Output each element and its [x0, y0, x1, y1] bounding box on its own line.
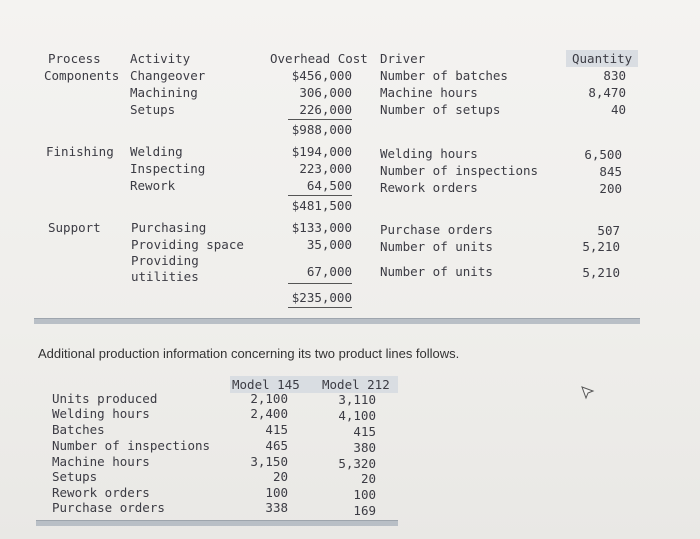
- total-support: $235,000: [291, 290, 352, 305]
- t2-m212-inspections: 380: [353, 440, 376, 455]
- total-components: $988,000: [291, 122, 352, 137]
- qty-rework-orders: 200: [599, 181, 622, 196]
- underline-support: [288, 283, 352, 284]
- t2-m212-purchase-orders: 169: [353, 503, 376, 518]
- t2-m145-setups: 20: [272, 469, 288, 484]
- activity-inspecting: Inspecting: [130, 161, 206, 176]
- t2-m145-units-produced: 2,100: [250, 391, 288, 406]
- t2-label-machine-hours: Machine hours: [52, 454, 150, 469]
- t2-m212-setups: 20: [360, 471, 376, 486]
- t2-label-inspections: Number of inspections: [52, 438, 211, 453]
- driver-purchase-orders: Purchase orders: [380, 222, 493, 237]
- header-quantity: Quantity: [572, 51, 633, 66]
- t2-m145-purchase-orders: 338: [265, 500, 288, 515]
- qty-setups: 40: [610, 102, 626, 117]
- cost-providing-space: 35,000: [306, 237, 352, 252]
- t2-label-batches: Batches: [52, 422, 105, 437]
- activity-providing-space: Providing space: [131, 237, 244, 252]
- t2-m145-welding-hours: 2,400: [250, 406, 288, 421]
- process-finishing: Finishing: [46, 144, 114, 159]
- driver-rework-orders: Rework orders: [380, 180, 478, 195]
- quantity-header-bg: [566, 50, 638, 67]
- header-overhead-cost: Overhead Cost: [270, 51, 368, 66]
- qty-purchase-orders: 507: [597, 223, 620, 238]
- activity-setups: Setups: [130, 102, 176, 117]
- t2-label-rework-orders: Rework orders: [52, 485, 150, 500]
- qty-welding-hours: 6,500: [584, 147, 622, 162]
- cost-changeover: $456,000: [291, 68, 352, 83]
- t2-m145-batches: 415: [265, 422, 288, 437]
- cursor-arrow-icon: [581, 386, 595, 400]
- t2-label-purchase-orders: Purchase orders: [52, 500, 165, 515]
- driver-setups: Number of setups: [380, 102, 501, 117]
- activity-utilities: utilities: [131, 269, 199, 284]
- cost-setups: 226,000: [299, 102, 352, 117]
- header-model-145: Model 145: [232, 377, 300, 392]
- intro-text: Additional production information concer…: [38, 346, 460, 361]
- qty-batches: 830: [603, 68, 626, 83]
- qty-units-utilities: 5,210: [582, 265, 620, 280]
- t2-m145-inspections: 465: [265, 438, 288, 453]
- cost-rework: 64,500: [306, 178, 352, 193]
- table1-bottom-bar: [34, 318, 640, 324]
- total-finishing: $481,500: [291, 198, 352, 213]
- table2-bottom-bar: [36, 520, 398, 526]
- driver-welding-hours: Welding hours: [380, 146, 478, 161]
- driver-batches: Number of batches: [380, 68, 508, 83]
- header-process: Process: [48, 51, 101, 66]
- t2-m145-rework-orders: 100: [265, 485, 288, 500]
- t2-m212-welding-hours: 4,100: [338, 408, 376, 423]
- t2-label-setups: Setups: [52, 469, 98, 484]
- driver-machine-hours: Machine hours: [380, 85, 478, 100]
- underline-components: [288, 119, 352, 120]
- qty-inspections: 845: [599, 164, 622, 179]
- t2-m145-machine-hours: 3,150: [250, 454, 288, 469]
- header-activity: Activity: [130, 51, 191, 66]
- t2-label-units-produced: Units produced: [52, 391, 158, 406]
- t2-m212-machine-hours: 5,320: [338, 456, 376, 471]
- cost-machining: 306,000: [299, 85, 352, 100]
- cost-inspecting: 223,000: [299, 161, 352, 176]
- cost-purchasing: $133,000: [291, 220, 352, 235]
- process-support: Support: [48, 220, 101, 235]
- activity-machining: Machining: [130, 85, 198, 100]
- driver-units-utilities: Number of units: [380, 264, 493, 279]
- t2-m212-rework-orders: 100: [353, 487, 376, 502]
- qty-units-space: 5,210: [582, 239, 620, 254]
- activity-rework: Rework: [130, 178, 176, 193]
- driver-units-space: Number of units: [380, 239, 493, 254]
- driver-inspections: Number of inspections: [380, 163, 539, 178]
- header-driver: Driver: [380, 51, 426, 66]
- header-model-212: Model 212: [322, 377, 390, 392]
- t2-label-welding-hours: Welding hours: [52, 406, 150, 421]
- underline-finishing: [288, 195, 352, 196]
- t2-m212-units-produced: 3,110: [338, 392, 376, 407]
- activity-welding: Welding: [130, 144, 183, 159]
- double-underline-support: [288, 307, 352, 308]
- activity-purchasing: Purchasing: [131, 220, 207, 235]
- activity-changeover: Changeover: [130, 68, 206, 83]
- model-header-bg: [230, 376, 398, 393]
- cost-welding: $194,000: [291, 144, 352, 159]
- t2-m212-batches: 415: [353, 424, 376, 439]
- cost-utilities: 67,000: [306, 264, 352, 279]
- header-components: Components: [44, 68, 120, 83]
- qty-machine-hours: 8,470: [588, 85, 626, 100]
- activity-providing: Providing: [131, 253, 199, 268]
